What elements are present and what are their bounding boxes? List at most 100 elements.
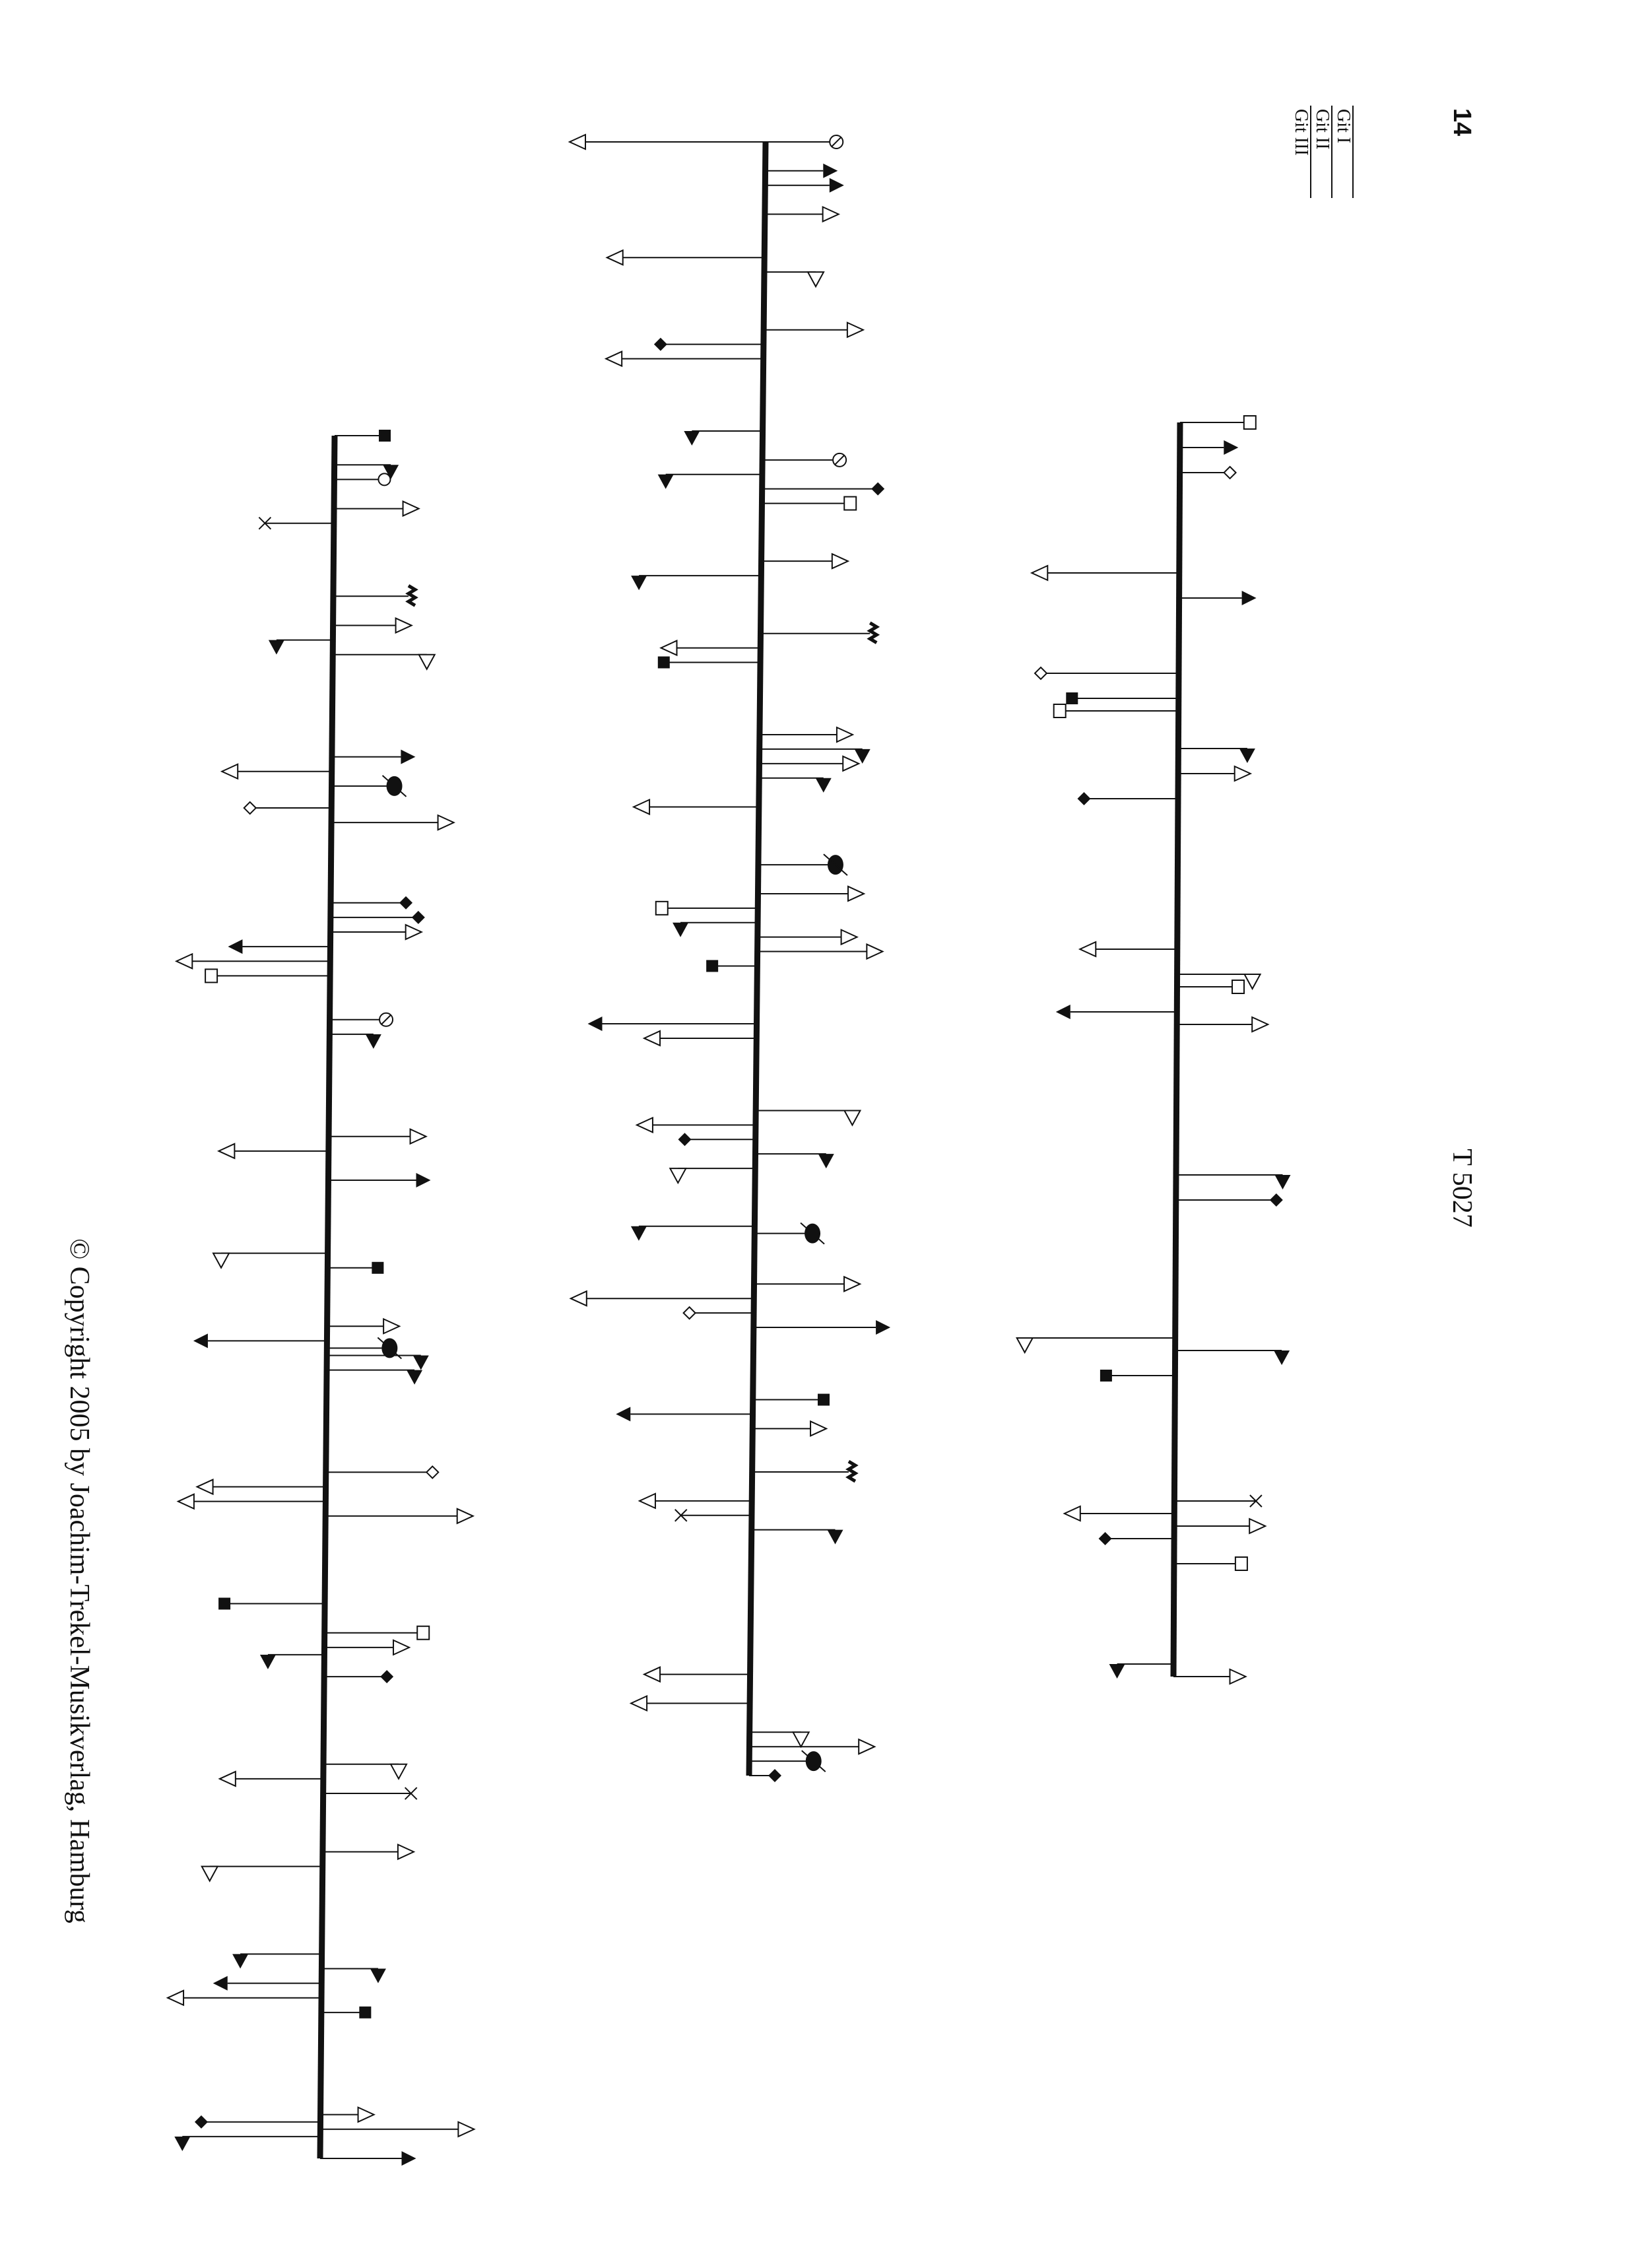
notation-event-open-flag-down [1177, 974, 1262, 991]
notation-event-open-arrow [659, 640, 761, 657]
notation-event-filled-diamond [749, 1769, 781, 1782]
notation-event-filled-square [706, 960, 758, 972]
notation-event-filled-flag-down [1109, 1663, 1174, 1679]
notation-event-filled-arrow [320, 2151, 416, 2166]
notation-event-filled-arrow [765, 178, 844, 193]
notation-event-open-flag-down [333, 653, 436, 671]
notation-event-open-arrow [758, 885, 866, 902]
notation-event-open-arrow [166, 1989, 322, 2007]
notation-event-filled-flag-down [1176, 1174, 1291, 1189]
notation-event-open-arrow [1174, 1518, 1267, 1535]
notation-event-filled-arrow [587, 1017, 757, 1032]
notation-event-open-flag-down [749, 1731, 810, 1749]
notation-event-open-arrow [220, 763, 332, 780]
notation-event-open-circle [334, 473, 391, 486]
notation-event-crossed-oval [754, 1222, 825, 1245]
notation-event-open-diamond [1179, 465, 1237, 480]
notation-event-open-arrow [1177, 1016, 1270, 1033]
notation-event-open-arrow [759, 726, 855, 743]
notation-event-open-flag-down [764, 271, 825, 288]
system-3 [166, 430, 476, 2166]
notation-event-x [1174, 1494, 1263, 1508]
notation-event-open-arrow [757, 929, 859, 946]
notation-event-open-arrow [1173, 1668, 1247, 1685]
legend-staff-lines [1310, 106, 1354, 198]
notation-event-filled-arrow [1179, 440, 1239, 455]
notation-event-x [323, 1787, 418, 1800]
notation-event-filled-arrow [228, 939, 331, 954]
notation-event-open-square [1053, 704, 1179, 718]
notation-event-open-arrow [568, 133, 766, 150]
notation-event-filled-flag-down [751, 1529, 843, 1545]
notation-event-open-arrow [764, 321, 865, 339]
notation-event-open-square [205, 968, 331, 984]
notation-event-filled-flag-down [631, 575, 762, 591]
notation-event-filled-flag-down [755, 1153, 834, 1169]
notation-event-open-flag-down [323, 1763, 408, 1780]
system-2 [568, 133, 891, 1782]
notation-event-filled-flag-down [1178, 748, 1255, 763]
notation-event-open-arrow [638, 1492, 752, 1510]
notation-event-filled-square [327, 1261, 384, 1274]
notation-event-filled-arrow [1179, 591, 1257, 605]
notation-event-filled-arrow [765, 163, 838, 178]
notation-event-crossed-oval [749, 1750, 826, 1772]
notation-event-open-diamond [325, 1465, 440, 1479]
notation-event-open-arrow [320, 2121, 476, 2138]
notation-event-filled-flag-down [329, 1033, 381, 1049]
notation-event-open-diamond [243, 801, 332, 815]
notation-event-filled-diamond [678, 1133, 756, 1147]
notation-event-open-diamond [1034, 666, 1179, 681]
notation-event-zigzag [752, 1459, 859, 1483]
notation-event-open-arrow [605, 249, 765, 266]
notation-event-filled-square [657, 656, 761, 669]
notation-event-filled-diamond [330, 910, 425, 924]
notation-event-open-arrow [216, 1143, 329, 1160]
notation-event-open-flag-down [1016, 1337, 1175, 1354]
notation-event-open-arrow [757, 943, 884, 960]
notation-event-open-arrow [752, 1420, 828, 1437]
notation-event-filled-diamond [1098, 1532, 1175, 1545]
notation-event-filled-square [335, 430, 391, 442]
notation-event-filled-flag-down [259, 1653, 325, 1669]
notation-event-filled-arrow [328, 1173, 431, 1188]
notation-event-filled-arrow [193, 1333, 327, 1349]
notation-event-open-arrow [764, 205, 841, 223]
notation-event-filled-diamond [762, 482, 885, 496]
notation-event-x [674, 1509, 752, 1522]
notation-event-open-arrow [334, 500, 420, 517]
notation-event-open-arrow [330, 923, 424, 941]
notation-event-open-arrow [604, 350, 764, 368]
notation-event-open-arrow [322, 1843, 416, 1861]
notation-event-crossed-circle [766, 135, 844, 149]
notation-event-open-square [1173, 1556, 1248, 1571]
notation-event-filled-flag-down [1175, 1350, 1290, 1365]
notation-event-crossed-oval [758, 853, 848, 876]
notation-event-filled-square [1066, 692, 1179, 704]
notation-event-open-arrow [635, 1116, 756, 1133]
notation-event-filled-flag-down [174, 2135, 321, 2151]
notation-event-open-arrow [333, 617, 413, 634]
notation-event-filled-arrow [331, 749, 416, 764]
notation-event-open-arrow [632, 798, 759, 816]
notation-event-open-arrow [174, 952, 331, 970]
notation-event-filled-square [321, 2006, 372, 2018]
notation-event-open-arrow [642, 1666, 750, 1683]
notation-event-open-arrow [218, 1770, 323, 1787]
notation-event-filled-square [752, 1393, 830, 1406]
notation-event-crossed-oval [331, 775, 407, 797]
notation-event-open-square [1177, 980, 1245, 994]
notation-event-open-arrow [749, 1738, 876, 1755]
notation-event-open-arrow [331, 814, 455, 831]
notation-event-zigzag [760, 621, 880, 644]
notation-event-filled-flag-down [321, 1968, 386, 1984]
notation-event-filled-flag-down [630, 1225, 755, 1241]
notation-event-filled-arrow [1055, 1005, 1177, 1019]
notation-event-filled-flag-down [684, 430, 763, 446]
notation-event-filled-flag-down [334, 464, 399, 480]
notation-event-open-arrow [1078, 941, 1177, 958]
notation-event-filled-diamond [1175, 1193, 1283, 1207]
copyright-notice: © Copyright 2005 by Joachim-Trekel-Musik… [64, 1238, 94, 1923]
